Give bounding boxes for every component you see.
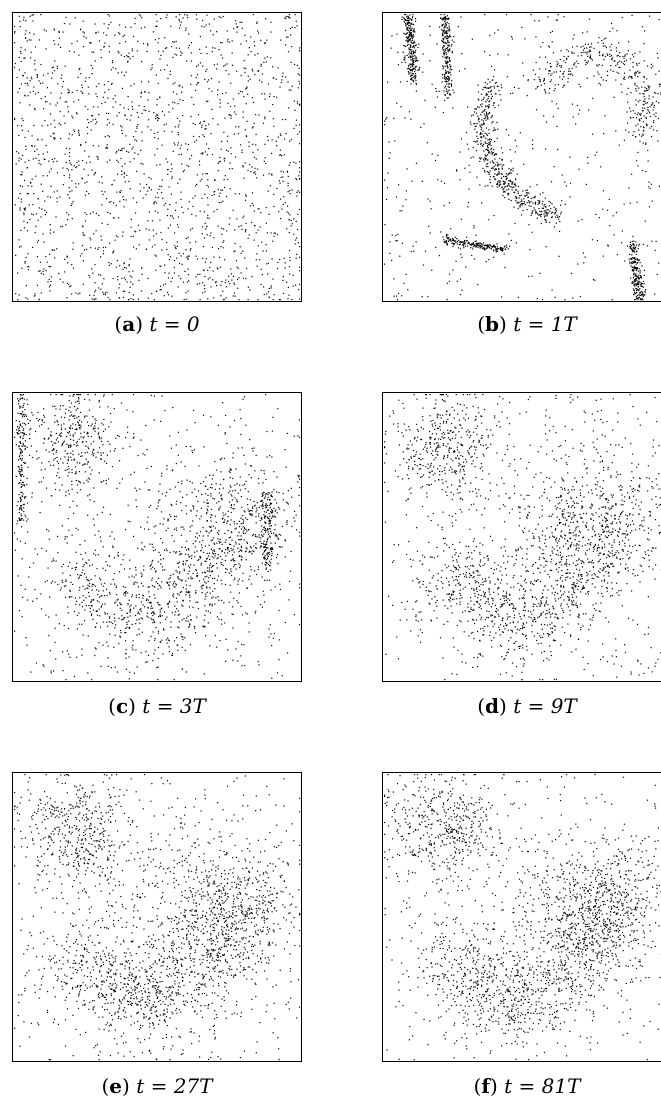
scatter-panel-a xyxy=(13,13,301,301)
scatter-panel-d xyxy=(383,393,661,681)
caption-c-equation: t = 3T xyxy=(142,694,206,718)
panel-d xyxy=(382,392,661,682)
caption-f-equation: t = 81T xyxy=(504,1074,581,1098)
panel-c xyxy=(12,392,302,682)
scatter-panel-b xyxy=(383,13,661,301)
panel-a xyxy=(12,12,302,302)
panel-e xyxy=(12,772,302,1062)
caption-d: (d) t = 9T xyxy=(477,694,577,718)
caption-d-equation: t = 9T xyxy=(513,694,577,718)
caption-a: (a) t = 0 xyxy=(114,312,200,336)
scatter-panel-c xyxy=(13,393,301,681)
scatter-panel-f xyxy=(383,773,661,1061)
caption-a-letter: a xyxy=(122,312,136,336)
caption-a-equation: t = 0 xyxy=(149,312,200,336)
scatter-panel-e xyxy=(13,773,301,1061)
caption-c: (c) t = 3T xyxy=(108,694,206,718)
panel-f xyxy=(382,772,661,1062)
caption-e-letter: e xyxy=(109,1074,123,1098)
caption-d-letter: d xyxy=(485,694,500,718)
caption-b-letter: b xyxy=(485,312,500,336)
caption-e: (e) t = 27T xyxy=(101,1074,213,1098)
caption-b: (b) t = 1T xyxy=(477,312,577,336)
caption-f: (f) t = 81T xyxy=(473,1074,581,1098)
caption-b-equation: t = 1T xyxy=(513,312,577,336)
caption-c-letter: c xyxy=(115,694,129,718)
caption-e-equation: t = 27T xyxy=(136,1074,213,1098)
caption-f-letter: f xyxy=(481,1074,490,1098)
panel-b xyxy=(382,12,661,302)
